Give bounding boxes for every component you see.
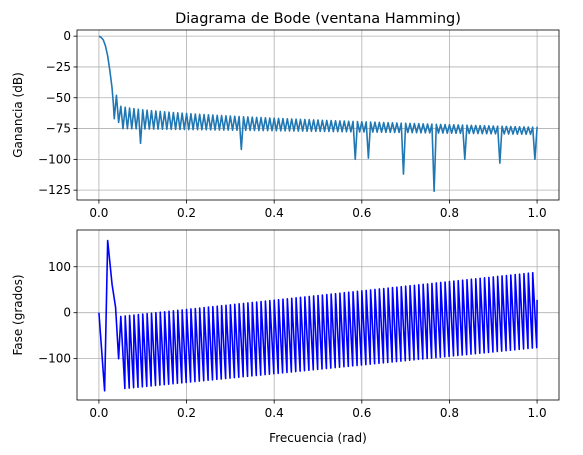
chart-title: Diagrama de Bode (ventana Hamming) — [175, 11, 461, 27]
magnitude-x-tick-label: 1.0 — [528, 206, 547, 220]
magnitude-y-tick-label: −125 — [38, 183, 71, 197]
magnitude-y-tick-label: −50 — [46, 91, 71, 105]
magnitude-grid — [77, 30, 559, 200]
magnitude-panel: 0.0 0.2 0.4 0.6 0.8 1.0 0 −25 −50 −75 −100 −125 Dia… — [11, 11, 560, 220]
phase-y-axis-label: Fase (grados) — [11, 274, 25, 355]
phase-x-tick-label: 0.8 — [440, 406, 459, 420]
phase-y-tick-label: −100 — [38, 352, 71, 366]
phase-panel: 0.0 0.2 0.4 0.6 0.8 1.0 100 0 −100 Frecuencia (r… — [11, 229, 560, 445]
phase-axes-frame — [76, 229, 560, 401]
magnitude-axes-frame — [76, 29, 560, 201]
magnitude-x-tick-label: 0.6 — [352, 206, 371, 220]
magnitude-y-tick-label: −100 — [38, 152, 71, 166]
magnitude-y-tick-label: 0 — [63, 29, 71, 43]
phase-x-axis-label: Frecuencia (rad) — [269, 431, 367, 445]
phase-x-tick-label: 0.6 — [352, 406, 371, 420]
magnitude-y-tick-label: −25 — [46, 60, 71, 74]
phase-x-tick-label: 1.0 — [528, 406, 547, 420]
magnitude-x-tick-label: 0.4 — [265, 206, 284, 220]
magnitude-x-tick-label: 0.8 — [440, 206, 459, 220]
magnitude-series-line — [98, 35, 538, 193]
phase-series-line — [98, 239, 538, 392]
magnitude-y-tick-label: −75 — [46, 122, 71, 136]
phase-y-tick-label: 0 — [63, 306, 71, 320]
magnitude-ticks: 0.0 0.2 0.4 0.6 0.8 1.0 0 −25 −50 −75 −100 −125 — [38, 29, 547, 220]
phase-ticks: 0.0 0.2 0.4 0.6 0.8 1.0 100 0 −100 — [38, 260, 547, 420]
magnitude-x-tick-label: 0.0 — [89, 206, 108, 220]
magnitude-y-axis-label: Ganancia (dB) — [11, 72, 25, 158]
phase-x-tick-label: 0.2 — [177, 406, 196, 420]
phase-y-tick-label: 100 — [48, 260, 71, 274]
magnitude-x-tick-label: 0.2 — [177, 206, 196, 220]
phase-x-tick-label: 0.4 — [265, 406, 284, 420]
phase-x-tick-label: 0.0 — [89, 406, 108, 420]
